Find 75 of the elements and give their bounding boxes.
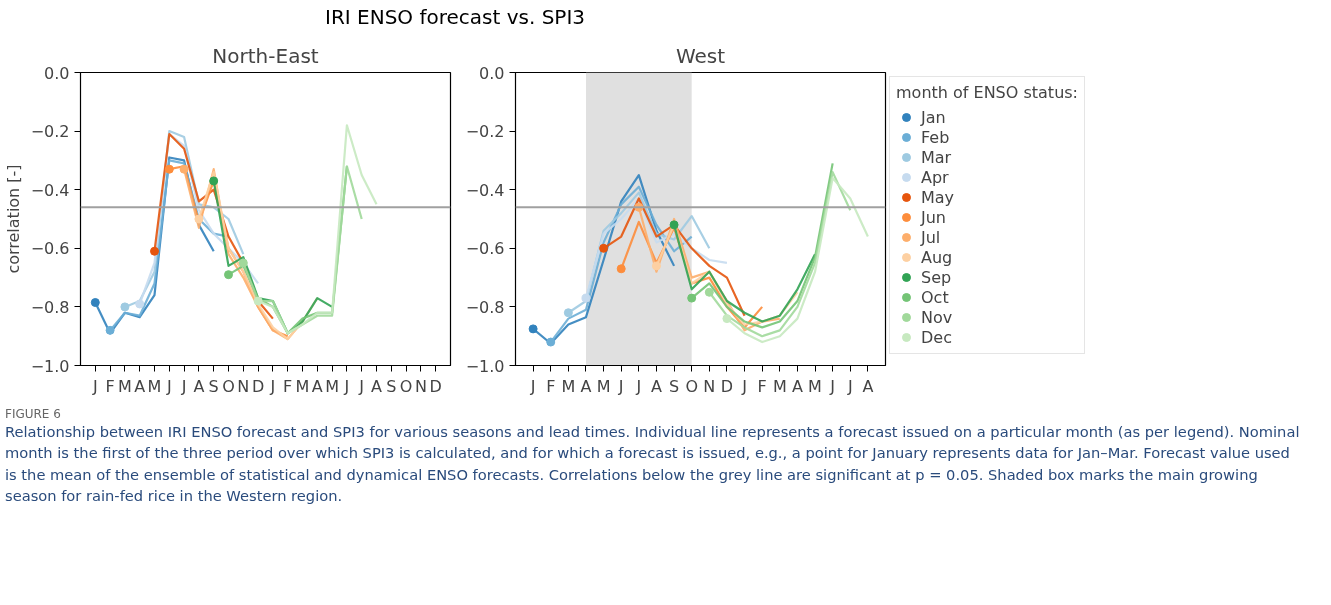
legend-label: Apr <box>921 167 949 187</box>
x-tick-label: A <box>580 376 592 396</box>
x-tick-label: J <box>180 376 187 396</box>
x-tick-label: M <box>295 376 310 396</box>
x-tick-label: J <box>358 376 365 396</box>
x-tick-label: J <box>617 376 624 396</box>
x-tick-label: M <box>596 376 611 396</box>
chart-title: West <box>675 43 726 68</box>
x-tick-label: F <box>757 376 767 396</box>
legend-label: Mar <box>921 147 952 167</box>
x-tick-label: D <box>429 376 442 396</box>
x-tick-label: A <box>134 376 146 396</box>
y-tick-label: 0.0 <box>44 63 70 83</box>
legend-label: Nov <box>921 307 953 327</box>
y-tick-label: 0.0 <box>479 63 505 83</box>
legend-label: Jul <box>921 227 941 247</box>
x-tick-label: A <box>193 376 205 396</box>
y-tick-label: −0.2 <box>30 122 70 142</box>
x-tick-label: M <box>808 376 822 396</box>
chart-title: North-East <box>212 43 319 68</box>
x-tick-label: M <box>561 376 576 396</box>
legend-label: Aug <box>921 247 953 267</box>
caption: FIGURE 6 <box>5 407 62 421</box>
text: IRI ENSO forecast vs. SPI3 <box>324 5 586 29</box>
legend-label: Oct <box>921 287 949 307</box>
x-tick-label: A <box>791 376 803 396</box>
x-tick-label: M <box>118 376 132 396</box>
x-tick-label: F <box>283 376 293 396</box>
y-axis-title: correlation [-] <box>3 164 23 274</box>
x-tick-label: D <box>251 376 265 396</box>
x-tick-label: S <box>208 376 219 396</box>
x-tick-label: J <box>91 376 98 396</box>
x-tick-label: A <box>311 376 323 396</box>
x-tick-label: F <box>105 376 115 396</box>
x-tick-label: J <box>741 376 747 396</box>
y-tick-label: −1.0 <box>465 356 505 376</box>
legend-label: Jan <box>921 107 946 127</box>
legend-title: month of ENSO status: <box>896 83 1078 102</box>
x-tick-label: J <box>269 376 276 396</box>
x-tick-label: M <box>147 376 162 396</box>
x-tick-label: S <box>668 376 680 396</box>
x-tick-label: N <box>703 376 716 396</box>
legend-label: Feb <box>921 127 950 147</box>
x-tick-label: A <box>650 376 662 396</box>
x-tick-label: S <box>386 376 397 396</box>
text: Relationship between IRI ENSO forecast and SPI3 for various seasons and lead times. Individual line represents a forecast issued on a particular month (as per legend). Nominal month is the first of the three period over which SPI3 is calculated, and for which a forecast is issued, e.g., a point for January represents data for Jan–Mar. Forecast value used is the mean of the ensemble of statistical and dynamical ENSO forecasts. Correlations below the grey line are significant at p = 0.05. Shaded box marks the main growing season for rain-fed rice in the Western region. <box>5 422 1301 506</box>
y-tick-label: −0.6 <box>465 239 505 259</box>
y-tick-label: −0.6 <box>30 239 70 259</box>
y-tick-label: −0.8 <box>465 297 505 317</box>
x-tick-label: O <box>685 376 698 396</box>
y-tick-label: −0.4 <box>465 180 505 200</box>
x-tick-label: J <box>829 376 835 396</box>
x-tick-label: J <box>529 376 536 396</box>
y-tick-label: −0.4 <box>30 180 70 200</box>
y-tick-label: −0.8 <box>30 297 70 317</box>
legend-label: Jun <box>921 207 946 227</box>
x-tick-label: O <box>222 376 235 396</box>
x-tick-label: A <box>371 376 383 396</box>
x-tick-label: F <box>546 376 556 396</box>
x-tick-label: D <box>720 376 734 396</box>
x-tick-label: M <box>325 376 340 396</box>
x-tick-label: N <box>237 376 250 396</box>
y-tick-label: −0.2 <box>465 122 505 142</box>
x-tick-label: M <box>772 376 787 396</box>
x-tick-label: J <box>635 376 642 396</box>
legend-label: Sep <box>921 267 952 287</box>
x-tick-label: N <box>414 376 427 396</box>
x-tick-label: J <box>165 376 172 396</box>
x-tick-label: J <box>343 376 350 396</box>
x-tick-label: J <box>846 376 853 396</box>
x-tick-label: A <box>862 376 874 396</box>
x-tick-label: O <box>399 376 413 396</box>
y-tick-label: −1.0 <box>30 356 70 376</box>
legend-label: May <box>921 187 955 207</box>
legend-label: Dec <box>921 327 952 347</box>
